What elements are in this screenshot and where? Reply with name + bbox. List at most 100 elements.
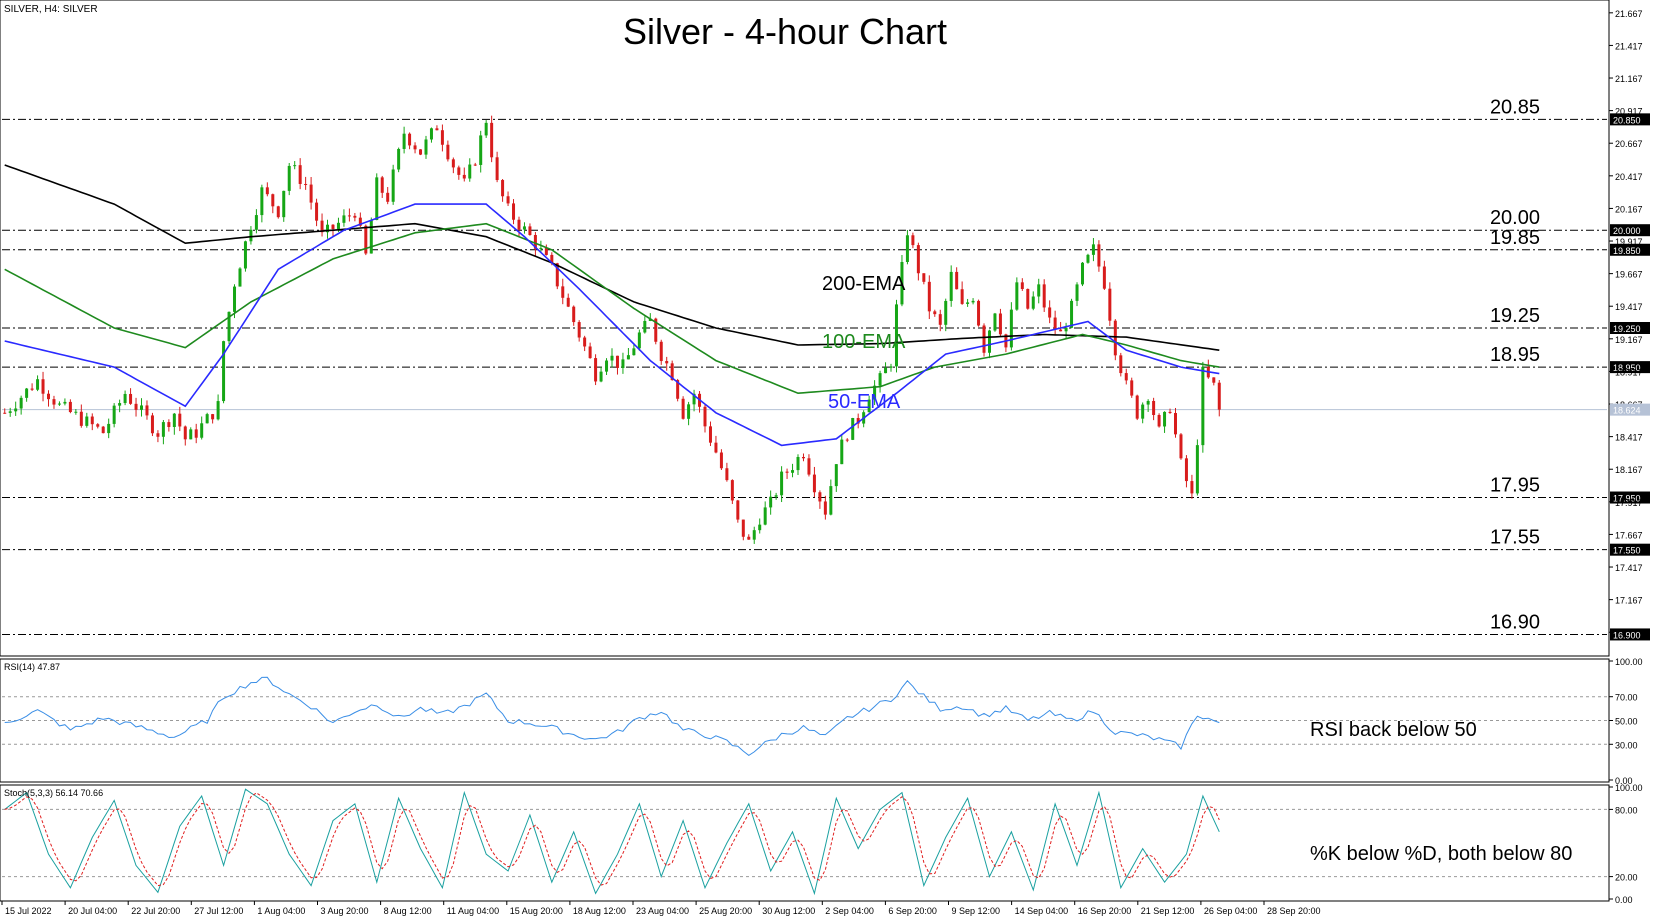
stoch-panel-frame (0, 784, 1610, 902)
candle-body (933, 311, 937, 315)
candle-body (446, 144, 450, 160)
candle-body (752, 530, 756, 540)
x-tick-label: 14 Sep 04:00 (1015, 906, 1069, 916)
level-label-0: 20.85 (1490, 96, 1540, 118)
candle-body (1042, 284, 1046, 308)
candle-body (1037, 284, 1041, 297)
x-axis: 15 Jul 2022 20 Jul 04:00 22 Jul 20:00 27 Ju… (1, 901, 1321, 916)
candle-body (134, 403, 138, 410)
candle-body (419, 149, 423, 155)
candle-body (1108, 288, 1112, 321)
candle-body (397, 148, 401, 170)
rsi-tick-label: 100.00 (1615, 657, 1643, 667)
candle-body (336, 222, 340, 229)
candle-body (96, 424, 100, 427)
candle-body (265, 187, 269, 195)
candle-body (386, 192, 390, 202)
candle-body (561, 286, 565, 298)
candle-body (41, 379, 45, 394)
stoch-layer: 100.00 80.00 20.00 0.00 (2, 783, 1643, 905)
price-tick-label: 21.667 (1615, 9, 1643, 19)
level-price-box (1610, 491, 1650, 504)
candle-body (949, 271, 953, 301)
candle-body (391, 169, 395, 202)
candle-body (79, 411, 83, 426)
price-tick-label: 20.167 (1615, 204, 1643, 214)
stoch-tick-label: 20.00 (1615, 873, 1638, 883)
candle-body (183, 426, 187, 440)
x-tick-label: 1 Aug 04:00 (257, 906, 305, 916)
candle-body (172, 413, 176, 427)
price-tick-label: 17.550 (1613, 546, 1641, 556)
candle-body (90, 416, 94, 425)
price-tick-label: 18.950 (1613, 363, 1641, 373)
candle-body (823, 501, 827, 515)
candle-body (615, 355, 619, 368)
candle-body (145, 405, 149, 416)
price-tick-label: 19.167 (1615, 335, 1643, 345)
candle-body (829, 486, 833, 515)
level-label-4: 18.95 (1490, 344, 1540, 366)
candle-body (194, 429, 198, 438)
current-price-box (1610, 403, 1650, 416)
candle-body (30, 388, 34, 390)
candle-body (249, 229, 253, 242)
level-label-7: 16.90 (1490, 611, 1540, 633)
candle-body (1201, 366, 1205, 446)
candle-body (216, 401, 220, 420)
candle-body (178, 413, 182, 427)
candle-body (1135, 395, 1139, 419)
candle-body (533, 234, 537, 249)
candle-body (150, 415, 154, 434)
candle-body (326, 224, 330, 233)
candle-body (1048, 307, 1052, 318)
candle-body (233, 286, 237, 312)
candle-body (736, 500, 740, 520)
candle-body (1097, 244, 1101, 267)
ema100-line (4, 222, 1220, 395)
candle-body (462, 174, 466, 179)
candle-body (665, 361, 669, 364)
candle-body (1195, 445, 1199, 494)
candle-body (1157, 415, 1161, 427)
candle-body (993, 313, 997, 331)
x-tick-label: 30 Aug 12:00 (762, 906, 815, 916)
candle-body (1217, 382, 1221, 410)
level-price-box (1610, 243, 1650, 256)
candle-body (687, 404, 691, 419)
candle-body (1015, 282, 1019, 310)
candle-body (347, 215, 351, 217)
candle-body (944, 300, 948, 325)
candle-body (429, 128, 433, 140)
level-price-box (1610, 322, 1650, 334)
candle-body (544, 247, 548, 255)
candle-body (851, 417, 855, 440)
candle-body (57, 403, 61, 405)
candle-body (550, 254, 554, 264)
ema200-label: 200-EMA (822, 273, 906, 295)
candle-body (1064, 327, 1068, 332)
candle-body (966, 302, 970, 304)
candle-body (353, 215, 357, 218)
candle-body (873, 385, 877, 400)
candle-body (118, 403, 122, 406)
candle-body (107, 423, 111, 434)
level-label-2: 19.85 (1490, 227, 1540, 249)
candle-body (774, 495, 778, 497)
rsi-tick-label: 70.00 (1615, 693, 1638, 703)
price-tick-label: 20.417 (1615, 172, 1643, 182)
x-tick-label: 28 Sep 20:00 (1267, 906, 1321, 916)
candle-body (900, 261, 904, 305)
level-price-box (1610, 543, 1650, 556)
candle-body (747, 536, 751, 540)
candle-body (654, 318, 658, 342)
stoch-annotation: %K below %D, both below 80 (1310, 843, 1572, 865)
level-label-1: 20.00 (1490, 207, 1540, 229)
candle-body (501, 180, 505, 197)
candle-body (840, 439, 844, 465)
x-tick-label: 9 Sep 12:00 (952, 906, 1001, 916)
price-tick-label: 21.417 (1615, 41, 1643, 51)
candle-body (129, 393, 133, 404)
candle-body (659, 341, 663, 362)
